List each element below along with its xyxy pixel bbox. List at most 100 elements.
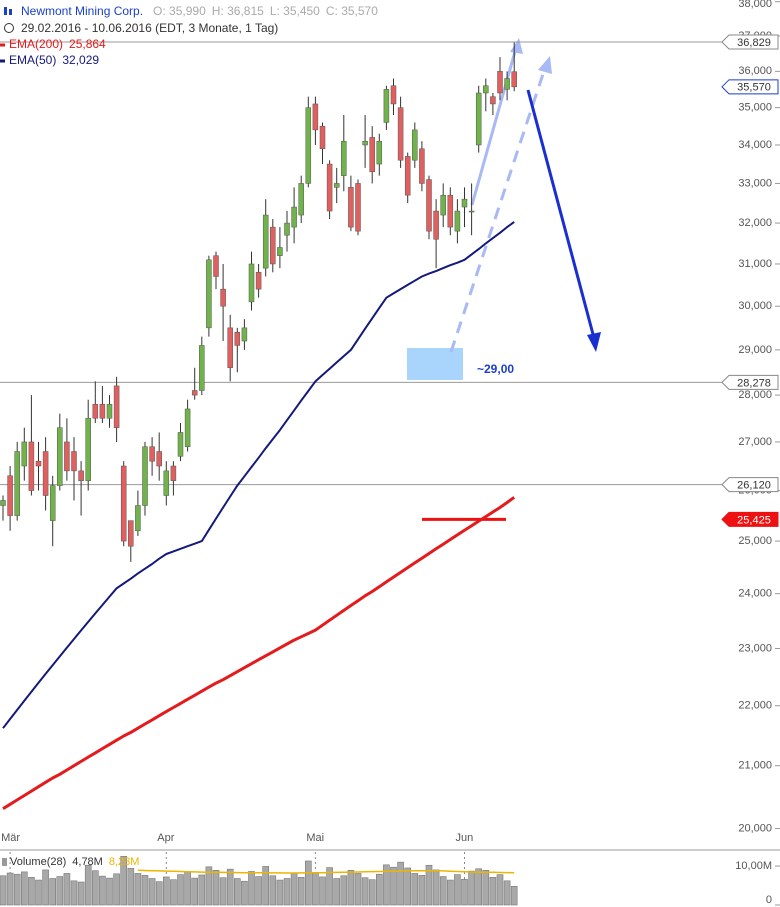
chart-subtitle: 29.02.2016 - 10.06.2016 (EDT, 3 Monate, … — [21, 21, 278, 35]
volume-bar — [226, 868, 234, 906]
volume-bar — [255, 876, 262, 906]
x-tick-label: Apr — [157, 832, 174, 844]
volume-tick-label: 0 — [766, 894, 772, 906]
y-tick-label: 29,000 — [738, 344, 772, 356]
volume-bar — [361, 877, 369, 906]
title-icon — [9, 9, 12, 15]
volume-bar — [383, 864, 390, 906]
candle-body — [177, 432, 184, 457]
ema-line — [2, 496, 516, 810]
volume-legend: 4,78M — [72, 856, 103, 868]
volume-bar — [276, 879, 284, 906]
candle-body — [404, 156, 411, 196]
volume-bar — [468, 870, 475, 906]
candle-body — [468, 210, 475, 213]
volume-bar — [496, 874, 504, 906]
volume-bar — [390, 866, 397, 906]
target-zone — [407, 348, 463, 380]
volume-bar — [248, 871, 255, 906]
volume-bar — [205, 866, 213, 906]
candle-body — [170, 465, 177, 481]
dashed-arrow — [449, 64, 548, 353]
arrow-head — [587, 332, 601, 352]
volume-bar — [354, 873, 362, 906]
candle-body — [390, 85, 397, 105]
ohlc-value: O: 35,990 — [153, 4, 206, 18]
volume-bar — [0, 875, 7, 906]
candle-body — [419, 148, 425, 184]
volume-bar — [219, 877, 227, 906]
candle-body — [490, 96, 496, 105]
candle-body — [42, 451, 49, 496]
volume-bar — [283, 878, 291, 906]
candle-body — [120, 465, 127, 542]
candle-body — [241, 327, 248, 342]
legend-value: 25,864 — [69, 37, 106, 51]
candle-body — [49, 485, 56, 521]
volume-bar — [503, 880, 511, 906]
candle-body — [142, 446, 148, 506]
candle-body — [149, 446, 155, 462]
volume-bar — [312, 871, 319, 906]
candle-body — [412, 129, 418, 161]
level-tag — [721, 511, 779, 527]
level-tag — [721, 374, 779, 390]
candle-body — [291, 206, 297, 228]
candle-body — [312, 103, 319, 131]
candle-body — [447, 194, 454, 228]
volume-bar — [13, 873, 21, 906]
x-tick-label: Mai — [306, 832, 324, 844]
candle-body — [220, 288, 226, 307]
volume-bar — [475, 868, 483, 906]
y-tick-label: 31,000 — [738, 258, 772, 270]
volume-bar — [262, 866, 270, 906]
candle-body — [262, 214, 269, 269]
annotation: ~29,00 — [477, 362, 514, 376]
volume-bar — [184, 871, 191, 906]
candle-body — [7, 475, 13, 516]
candle-body — [333, 183, 340, 188]
candle-body — [369, 137, 375, 173]
volume-bar — [439, 876, 447, 906]
candle-body — [227, 327, 233, 369]
candle-body — [362, 140, 368, 146]
volume-bar — [106, 877, 113, 906]
volume-bar — [304, 860, 312, 906]
y-tick-label: 24,000 — [738, 588, 772, 600]
volume-bar — [198, 874, 206, 906]
candle-body — [28, 441, 35, 491]
candle-body — [511, 71, 517, 88]
candle-body — [433, 210, 439, 240]
ohlc-value: L: 35,450 — [270, 4, 320, 18]
candle-body — [35, 460, 42, 467]
candle-body — [191, 390, 198, 396]
volume-bar — [297, 877, 305, 906]
volume-bar — [510, 886, 518, 906]
volume-bar — [49, 878, 57, 906]
volume-bar — [333, 878, 341, 906]
arrow — [470, 47, 518, 206]
volume-bar — [411, 873, 419, 906]
volume-tick-label: 10,00M — [735, 860, 772, 872]
arrow-head — [538, 56, 552, 74]
volume-bar — [163, 876, 170, 906]
y-tick-label: 27,000 — [738, 436, 772, 448]
volume-bar — [454, 874, 461, 906]
candle-body — [248, 263, 255, 303]
candle-body — [383, 89, 390, 123]
y-tick-label: 32,000 — [738, 217, 772, 229]
volume-bar — [347, 870, 355, 906]
volume-bar — [234, 878, 241, 906]
candle-body — [497, 71, 503, 94]
legend-label: EMA(200) — [9, 37, 63, 51]
candle-body — [234, 331, 241, 346]
level-label: 28,278 — [737, 377, 771, 389]
volume-bar — [340, 875, 348, 906]
volume-bar — [170, 879, 177, 906]
volume-bar — [56, 876, 64, 906]
candle-body — [483, 85, 489, 94]
candle-body — [504, 78, 510, 90]
level-label: 26,120 — [737, 480, 771, 492]
candle-body — [326, 163, 333, 212]
candle-body — [475, 92, 482, 146]
